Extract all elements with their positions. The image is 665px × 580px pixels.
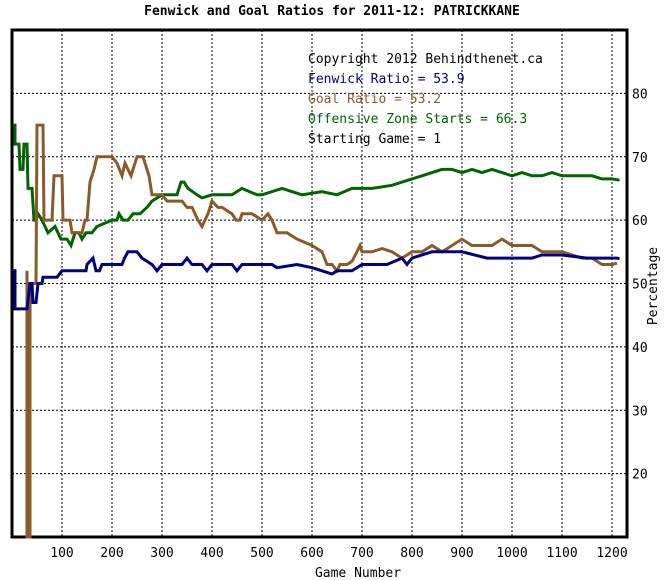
y-tick-label: 30	[632, 404, 648, 419]
x-axis-label: Game Number	[315, 566, 401, 580]
series-line-ozone	[13, 123, 620, 250]
y-axis-label: Percentage	[646, 247, 661, 325]
x-tick-label: 400	[200, 546, 223, 561]
series-group	[13, 123, 620, 539]
y-tick-label: 50	[632, 278, 648, 293]
y-tick-label: 40	[632, 341, 648, 356]
x-tick-label: 1000	[496, 546, 527, 561]
x-tick-label: 200	[100, 546, 123, 561]
y-tick-labels: 20 30 40 50 60 70 80	[632, 87, 648, 482]
legend-entry: Goal Ratio = 53.2	[308, 92, 441, 107]
y-tick-label: 60	[632, 214, 648, 229]
legend-entry: Fenwick Ratio = 53.9	[308, 72, 465, 87]
x-tick-label: 300	[150, 546, 173, 561]
legend-entry: Offensive Zone Starts = 66.3	[308, 112, 527, 127]
x-tick-label: 700	[350, 546, 373, 561]
grid	[12, 30, 627, 537]
chart-title: Fenwick and Goal Ratios for 2011-12: PAT…	[144, 4, 520, 19]
x-tick-label: 900	[450, 546, 473, 561]
x-tick-label: 100	[50, 546, 73, 561]
x-tick-label: 1100	[546, 546, 577, 561]
y-tick-label: 80	[632, 87, 648, 102]
y-tick-label: 70	[632, 151, 648, 166]
x-tick-label: 800	[400, 546, 423, 561]
legend-entry: Copyright 2012 Behindthenet.ca	[308, 52, 543, 67]
y-tick-label: 20	[632, 468, 648, 483]
x-tick-labels: 100 200 300 400 500 600 700 800 900 1000 1100 1200	[50, 546, 627, 561]
series-line-goal	[25, 123, 618, 539]
legend-entry: Starting Game = 1	[308, 132, 441, 147]
x-tick-label: 500	[250, 546, 273, 561]
legend: Copyright 2012 Behindthenet.ca Fenwick Ra…	[308, 52, 543, 147]
x-tick-label: 1200	[596, 546, 627, 561]
x-tick-label: 600	[300, 546, 323, 561]
series-line-fenwick	[13, 250, 620, 311]
